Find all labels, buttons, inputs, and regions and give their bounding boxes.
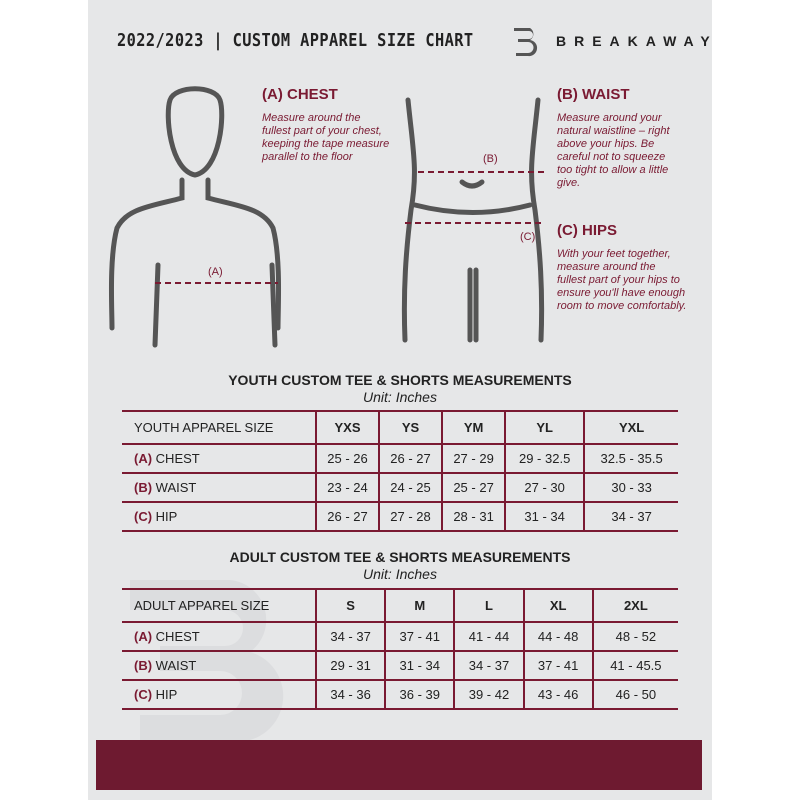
- table-cell: 29 - 31: [314, 650, 386, 681]
- chest-marker: (A): [208, 266, 223, 278]
- table-row: (C) HIP 26 - 27 27 - 28 28 - 31 31 - 34 34 - …: [122, 501, 678, 532]
- table-cell: 34 - 37: [583, 501, 678, 532]
- size-column-header: XL: [522, 588, 593, 623]
- hips-heading: (C) HIPS: [557, 222, 617, 239]
- table-cell: 27 - 28: [378, 501, 443, 532]
- row-measure: CHEST: [155, 451, 200, 466]
- size-column-header: YM: [441, 410, 506, 445]
- table-cell: 27 - 29: [441, 443, 506, 474]
- table-row: (B) WAIST 29 - 31 31 - 34 34 - 37 37 - 41 41 …: [122, 650, 678, 681]
- row-letter: (A): [134, 629, 153, 644]
- row-label: (A) CHEST: [122, 443, 316, 474]
- table-row: (C) HIP 34 - 36 36 - 39 39 - 42 43 - 46 46 - …: [122, 679, 678, 710]
- brand-name: BREAKAWAY: [556, 33, 718, 49]
- table-cell: 34 - 36: [314, 679, 386, 710]
- table-cell: 34 - 37: [314, 621, 386, 652]
- table-cell: 44 - 48: [522, 621, 593, 652]
- row-label: (C) HIP: [122, 501, 316, 532]
- body-diagram: [108, 86, 548, 348]
- size-column-header: YL: [504, 410, 585, 445]
- adult-size-table: ADULT APPAREL SIZE S M L XL 2XL (A) CHEST 34 - …: [122, 588, 678, 710]
- row-measure: HIP: [155, 509, 178, 524]
- row-measure: CHEST: [155, 629, 200, 644]
- table-row: (B) WAIST 23 - 24 24 - 25 25 - 27 27 - 30 30 …: [122, 472, 678, 503]
- breakaway-logo-icon: [514, 28, 538, 57]
- table-cell: 29 - 32.5: [504, 443, 585, 474]
- table-cell: 26 - 27: [378, 443, 443, 474]
- table-cell: 41 - 44: [453, 621, 524, 652]
- table-cell: 41 - 45.5: [591, 650, 678, 681]
- table-cell: 24 - 25: [378, 472, 443, 503]
- chest-instructions: Measure around the fullest part of your …: [262, 112, 390, 163]
- table-cell: 46 - 50: [591, 679, 678, 710]
- row-letter: (B): [134, 480, 153, 495]
- row-letter: (B): [134, 658, 153, 673]
- table-cell: 28 - 31: [441, 501, 506, 532]
- chest-heading: (A) CHEST: [262, 86, 338, 103]
- table-cell: 25 - 27: [441, 472, 506, 503]
- row-label: (A) CHEST: [122, 621, 316, 652]
- size-header: YOUTH APPAREL SIZE: [122, 410, 316, 445]
- hips-marker: (C): [520, 231, 536, 243]
- youth-table-title: YOUTH CUSTOM TEE & SHORTS MEASUREMENTS: [228, 372, 572, 388]
- table-cell: 23 - 24: [314, 472, 380, 503]
- table-header-row: YOUTH APPAREL SIZE YXS YS YM YL YXL: [122, 410, 678, 445]
- row-label: (B) WAIST: [122, 472, 316, 503]
- row-label: (C) HIP: [122, 679, 316, 710]
- youth-size-table: YOUTH APPAREL SIZE YXS YS YM YL YXL (A) CHEST 2…: [122, 410, 678, 532]
- table-cell: 26 - 27: [314, 501, 380, 532]
- table-cell: 43 - 46: [522, 679, 593, 710]
- row-measure: WAIST: [155, 658, 197, 673]
- size-column-header: 2XL: [591, 588, 678, 623]
- table-cell: 30 - 33: [583, 472, 678, 503]
- table-cell: 32.5 - 35.5: [583, 443, 678, 474]
- table-header-row: ADULT APPAREL SIZE S M L XL 2XL: [122, 588, 678, 623]
- size-column-header: L: [453, 588, 524, 623]
- table-cell: 31 - 34: [384, 650, 455, 681]
- table-cell: 27 - 30: [504, 472, 585, 503]
- waist-marker: (B): [483, 153, 498, 165]
- footer-band: [96, 740, 702, 790]
- row-letter: (C): [134, 687, 153, 702]
- size-header: ADULT APPAREL SIZE: [122, 588, 316, 623]
- size-column-header: YXS: [314, 410, 380, 445]
- table-row: (A) CHEST 25 - 26 26 - 27 27 - 29 29 - 32.5 3…: [122, 443, 678, 474]
- row-letter: (A): [134, 451, 153, 466]
- table-cell: 39 - 42: [453, 679, 524, 710]
- adult-unit: Unit: Inches: [363, 566, 437, 582]
- size-column-header: S: [314, 588, 386, 623]
- size-column-header: M: [384, 588, 455, 623]
- hips-instructions: With your feet together, measure around …: [557, 248, 687, 312]
- table-cell: 37 - 41: [384, 621, 455, 652]
- row-label: (B) WAIST: [122, 650, 316, 681]
- table-cell: 25 - 26: [314, 443, 380, 474]
- waist-instructions: Measure around your natural waistline – …: [557, 112, 670, 189]
- table-cell: 36 - 39: [384, 679, 455, 710]
- row-letter: (C): [134, 509, 153, 524]
- row-measure: HIP: [155, 687, 178, 702]
- table-cell: 31 - 34: [504, 501, 585, 532]
- table-cell: 34 - 37: [453, 650, 524, 681]
- size-column-header: YXL: [583, 410, 678, 445]
- table-cell: 37 - 41: [522, 650, 593, 681]
- table-cell: 48 - 52: [591, 621, 678, 652]
- row-measure: WAIST: [155, 480, 197, 495]
- size-column-header: YS: [378, 410, 443, 445]
- page-title: 2022/2023 | CUSTOM APPAREL SIZE CHART: [117, 30, 474, 51]
- waist-heading: (B) WAIST: [557, 86, 630, 103]
- table-row: (A) CHEST 34 - 37 37 - 41 41 - 44 44 - 48 48 …: [122, 621, 678, 652]
- youth-unit: Unit: Inches: [363, 389, 437, 405]
- adult-table-title: ADULT CUSTOM TEE & SHORTS MEASUREMENTS: [229, 549, 571, 565]
